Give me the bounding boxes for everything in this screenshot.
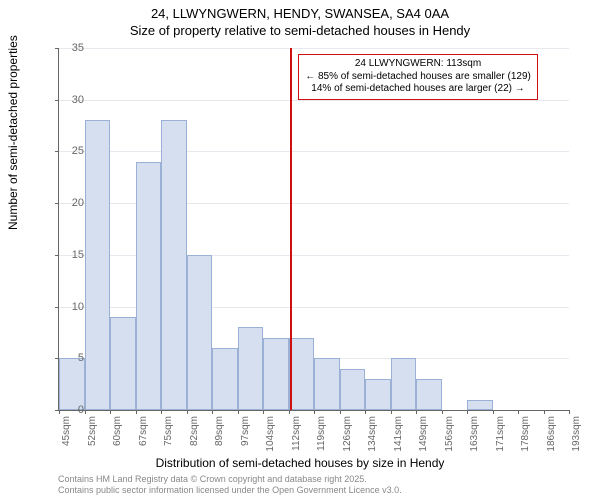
xtick-label: 163sqm — [469, 416, 480, 452]
xtick-mark — [187, 410, 188, 414]
histogram-bar — [161, 120, 187, 410]
histogram-bar — [110, 317, 136, 410]
histogram-bar — [289, 338, 315, 410]
grid-line — [59, 151, 569, 152]
histogram-bar — [187, 255, 213, 410]
ytick-label: 20 — [54, 197, 84, 209]
property-size-chart: 24, LLWYNGWERN, HENDY, SWANSEA, SA4 0AA … — [0, 0, 600, 500]
xtick-label: 112sqm — [291, 416, 302, 451]
xtick-mark — [85, 410, 86, 414]
xtick-mark — [289, 410, 290, 414]
xtick-mark — [314, 410, 315, 414]
xtick-mark — [518, 410, 519, 414]
xtick-label: 45sqm — [61, 416, 72, 446]
x-axis-label: Distribution of semi-detached houses by … — [0, 456, 600, 470]
xtick-label: 149sqm — [418, 416, 429, 452]
xtick-mark — [212, 410, 213, 414]
ytick-label: 0 — [54, 404, 84, 416]
histogram-bar — [238, 327, 264, 410]
xtick-mark — [416, 410, 417, 414]
plot-area: 24 LLWYNGWERN: 113sqm← 85% of semi-detac… — [58, 48, 569, 411]
xtick-label: 141sqm — [393, 416, 404, 452]
xtick-label: 67sqm — [138, 416, 149, 446]
annotation-line: 24 LLWYNGWERN: 113sqm — [305, 58, 531, 71]
attribution-line-2: Contains public sector information licen… — [58, 485, 402, 496]
xtick-label: 89sqm — [214, 416, 225, 446]
title-line-2: Size of property relative to semi-detach… — [0, 23, 600, 40]
xtick-label: 60sqm — [112, 416, 123, 446]
histogram-bar — [391, 358, 417, 410]
xtick-mark — [493, 410, 494, 414]
ytick-label: 30 — [54, 94, 84, 106]
xtick-mark — [467, 410, 468, 414]
xtick-mark — [442, 410, 443, 414]
annotation-line: 14% of semi-detached houses are larger (… — [305, 83, 531, 96]
chart-title: 24, LLWYNGWERN, HENDY, SWANSEA, SA4 0AA … — [0, 0, 600, 40]
histogram-bar — [136, 162, 162, 410]
title-line-1: 24, LLWYNGWERN, HENDY, SWANSEA, SA4 0AA — [0, 6, 600, 23]
xtick-label: 126sqm — [342, 416, 353, 452]
histogram-bar — [263, 338, 289, 410]
xtick-label: 193sqm — [571, 416, 582, 452]
xtick-mark — [161, 410, 162, 414]
xtick-mark — [136, 410, 137, 414]
xtick-label: 75sqm — [163, 416, 174, 446]
y-axis-label: Number of semi-detached properties — [6, 35, 20, 230]
xtick-mark — [238, 410, 239, 414]
xtick-mark — [263, 410, 264, 414]
histogram-bar — [314, 358, 340, 410]
histogram-bar — [416, 379, 442, 410]
xtick-mark — [544, 410, 545, 414]
xtick-label: 178sqm — [520, 416, 531, 452]
xtick-label: 97sqm — [240, 416, 251, 446]
xtick-mark — [365, 410, 366, 414]
histogram-bar — [59, 358, 85, 410]
xtick-label: 134sqm — [367, 416, 378, 452]
ytick-label: 25 — [54, 145, 84, 157]
xtick-label: 82sqm — [189, 416, 200, 446]
histogram-bar — [340, 369, 366, 410]
xtick-label: 52sqm — [87, 416, 98, 446]
xtick-label: 119sqm — [316, 416, 327, 451]
reference-line — [290, 48, 292, 410]
xtick-mark — [110, 410, 111, 414]
histogram-bar — [365, 379, 391, 410]
xtick-mark — [569, 410, 570, 414]
histogram-bar — [85, 120, 111, 410]
annotation-box: 24 LLWYNGWERN: 113sqm← 85% of semi-detac… — [298, 54, 538, 100]
ytick-label: 10 — [54, 301, 84, 313]
xtick-mark — [340, 410, 341, 414]
ytick-label: 35 — [54, 42, 84, 54]
attribution-text: Contains HM Land Registry data © Crown c… — [58, 474, 402, 497]
annotation-line: ← 85% of semi-detached houses are smalle… — [305, 71, 531, 84]
xtick-label: 156sqm — [444, 416, 455, 452]
attribution-line-1: Contains HM Land Registry data © Crown c… — [58, 474, 402, 485]
ytick-label: 15 — [54, 249, 84, 261]
grid-line — [59, 100, 569, 101]
ytick-label: 5 — [54, 352, 84, 364]
histogram-bar — [467, 400, 493, 410]
grid-line — [59, 48, 569, 49]
xtick-label: 186sqm — [546, 416, 557, 452]
xtick-mark — [391, 410, 392, 414]
xtick-label: 104sqm — [265, 416, 276, 452]
xtick-label: 171sqm — [495, 416, 506, 452]
histogram-bar — [212, 348, 238, 410]
